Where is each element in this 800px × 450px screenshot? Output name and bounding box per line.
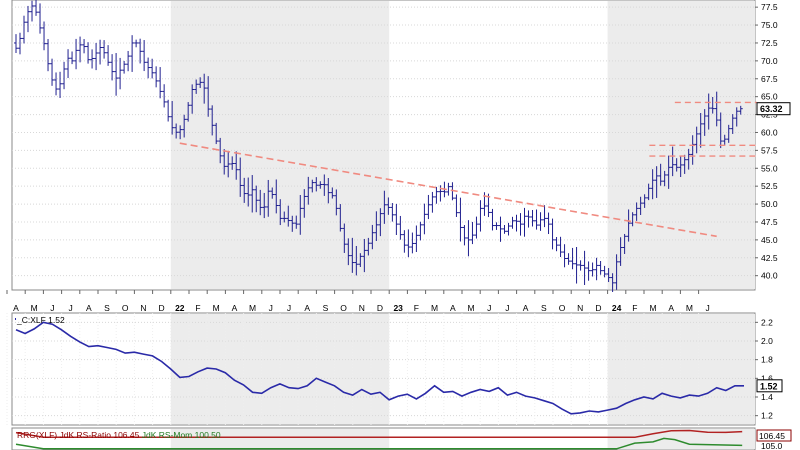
x-tick-month-label: O <box>340 303 347 313</box>
x-tick-month-label: A <box>523 303 529 313</box>
last-price-label: 63.32 <box>760 104 783 114</box>
rrg-legend-name: RRG(XLF) <box>17 430 57 440</box>
year-shade-band <box>170 429 390 449</box>
x-tick-month-label: A <box>86 303 92 313</box>
ratio-y-tick-label: 1.4 <box>761 392 773 402</box>
x-tick-month-label: D <box>377 303 383 313</box>
price-y-tick-label: 65.0 <box>761 92 778 102</box>
year-shade-band <box>170 314 390 424</box>
rrg-y-tick-label: 105.0 <box>761 441 783 450</box>
price-y-tick-label: 77.5 <box>761 2 778 12</box>
x-tick-month-label: S <box>541 303 547 313</box>
ratio-panel-title: _C:XLF 1.52 <box>16 315 65 325</box>
rrg-last-value-tag <box>756 429 792 442</box>
x-tick-month-label: J <box>705 303 709 313</box>
last-price-tag <box>756 102 791 116</box>
price-y-tick-label: 42.5 <box>761 253 778 263</box>
year-shade-band <box>607 429 755 449</box>
x-tick-month-label: J <box>269 303 273 313</box>
ratio-panel: 2.2 2.0 1.8 1.6 1.4 1.2 1.52 _C:XLF 1.52 <box>6 312 783 426</box>
x-tick-month-label: A <box>668 303 674 313</box>
year-shade-band <box>607 314 755 424</box>
x-tick-month-label: J <box>50 303 54 313</box>
price-y-tick-label: 67.5 <box>761 74 778 84</box>
price-y-tick-label: 52.5 <box>761 181 778 191</box>
price-y-tick-label: 55.0 <box>761 163 778 173</box>
ratio-series-line <box>15 321 744 415</box>
ratio-y-tick-label: 1.6 <box>761 373 773 383</box>
x-tick-month-label: D <box>159 303 165 313</box>
x-tick-month-label: S <box>104 303 110 313</box>
rrg-legend-mom: JdK RS-Mom 100.50 <box>139 430 221 440</box>
x-tick-month-label: M <box>31 303 38 313</box>
x-tick-month-label: M <box>649 303 656 313</box>
x-tick-month-label: M <box>431 303 438 313</box>
rrg-last-value-label: 106.45 <box>759 431 785 441</box>
x-tick-month-label: N <box>359 303 365 313</box>
x-tick-month-label: A <box>232 303 238 313</box>
price-y-tick-label: 75.0 <box>761 20 778 30</box>
price-y-tick-label: 40.0 <box>761 271 778 281</box>
price-y-tick-label: 72.5 <box>761 38 778 48</box>
ratio-last-value-label: 1.52 <box>760 381 778 391</box>
x-tick-month-label: O <box>559 303 566 313</box>
x-tick-month-label: O <box>122 303 129 313</box>
x-tick-month-label: J <box>487 303 491 313</box>
price-panel: 40.042.545.047.550.052.555.057.560.062.5… <box>6 0 791 313</box>
price-y-tick-label: 70.0 <box>761 56 778 66</box>
ratio-y-tick-label: 1.8 <box>761 355 773 365</box>
x-tick-year-label: 22 <box>175 303 185 313</box>
x-tick-month-label: M <box>467 303 474 313</box>
x-tick-year-label: 23 <box>393 303 403 313</box>
rrg-series-line <box>15 437 743 450</box>
price-y-tick-label: 50.0 <box>761 199 778 209</box>
x-tick-month-label: J <box>505 303 509 313</box>
ratio-y-tick-label: 2.2 <box>761 317 773 327</box>
rrg-series-line <box>15 429 743 439</box>
x-tick-month-label: A <box>13 303 19 313</box>
price-y-tick-label: 47.5 <box>761 217 778 227</box>
price-y-tick-label: 45.0 <box>761 235 778 245</box>
x-tick-month-label: N <box>140 303 146 313</box>
x-tick-month-label: D <box>595 303 601 313</box>
x-tick-month-label: F <box>632 303 637 313</box>
x-tick-month-label: J <box>287 303 291 313</box>
x-tick-month-label: M <box>249 303 256 313</box>
x-tick-month-label: N <box>577 303 583 313</box>
x-tick-month-label: M <box>213 303 220 313</box>
year-shade-band <box>170 1 390 289</box>
rrg-legend-ratio: JdK RS-Ratio 106.45 <box>57 430 139 440</box>
x-tick-month-label: F <box>414 303 419 313</box>
ratio-y-tick-label: 2.0 <box>761 336 773 346</box>
x-tick-month-label: A <box>304 303 310 313</box>
ratio-y-tick-label: 1.2 <box>761 411 773 421</box>
x-tick-month-label: A <box>450 303 456 313</box>
x-tick-month-label: F <box>195 303 200 313</box>
x-tick-month-label: S <box>323 303 329 313</box>
x-tick-month-label: J <box>68 303 72 313</box>
trendline <box>179 142 717 238</box>
x-tick-year-label: 24 <box>612 303 622 313</box>
ratio-last-value-tag <box>756 379 783 393</box>
price-y-tick-label: 57.5 <box>761 145 778 155</box>
rrg-panel-title: RRG(XLF) JdK RS-Ratio 106.45 JdK RS-Mom … <box>17 430 221 440</box>
x-tick-month-label: M <box>686 303 693 313</box>
price-y-tick-label: 60.0 <box>761 127 778 137</box>
